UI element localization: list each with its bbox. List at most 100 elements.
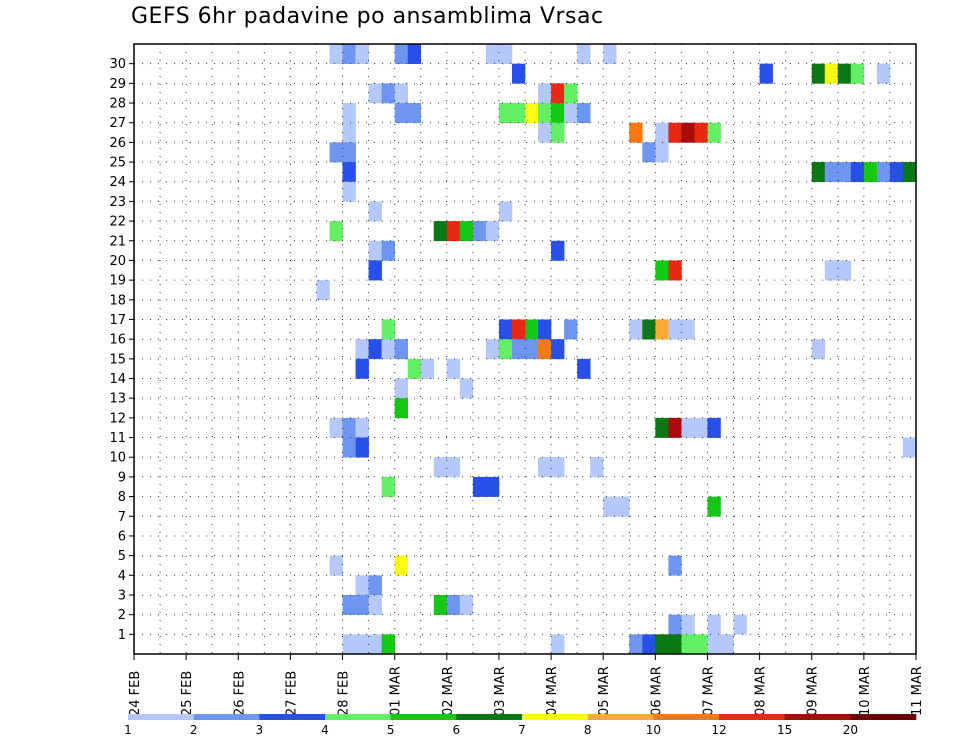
y-tick-label: 17 [109, 313, 126, 328]
colorbar-label: 1 [124, 723, 132, 737]
y-tick-label: 28 [109, 97, 126, 112]
heatmap-cell [681, 319, 695, 340]
y-tick-label: 19 [109, 274, 126, 289]
heatmap-cell [342, 103, 356, 124]
heatmap-cell [407, 103, 422, 124]
colorbar-segment [850, 714, 917, 720]
heatmap-cell [551, 634, 565, 655]
heatmap-cell [394, 103, 408, 124]
heatmap-cell [394, 83, 408, 104]
heatmap-cell [368, 83, 382, 104]
heatmap-cell [433, 594, 448, 615]
y-tick-label: 29 [109, 77, 126, 92]
heatmap-cell [342, 181, 356, 202]
heatmap-cell [850, 63, 865, 84]
colorbar-label: 2 [190, 723, 198, 737]
y-tick-label: 8 [118, 490, 126, 505]
heatmap-cell [811, 162, 826, 183]
y-tick-label: 20 [109, 254, 126, 269]
heatmap-cell [603, 496, 617, 517]
heatmap-cell [642, 319, 656, 340]
heatmap-cell [485, 44, 500, 64]
heatmap-cell [681, 122, 695, 143]
x-tick-label: 24 FEB [128, 671, 143, 716]
heatmap-cell [329, 555, 343, 576]
x-tick-label: 28 FEB [337, 671, 352, 716]
heatmap-cell [446, 358, 461, 379]
heatmap-cell [551, 457, 565, 478]
heatmap-cell [329, 221, 343, 242]
colorbar-label: 4 [321, 723, 329, 737]
heatmap-cell [655, 634, 669, 655]
y-tick-label: 3 [118, 588, 126, 603]
heatmap-cell [511, 319, 526, 340]
heatmap-cell [538, 457, 552, 478]
x-tick-label: 26 FEB [232, 671, 247, 716]
heatmap-cell [551, 240, 565, 261]
heatmap-cell [551, 122, 565, 143]
heatmap-cell [342, 634, 356, 655]
heatmap-cell [381, 83, 395, 104]
heatmap-cell [811, 63, 826, 84]
heatmap-cell [642, 634, 656, 655]
colorbar-label: 3 [256, 723, 264, 737]
heatmap-cell [498, 339, 513, 360]
heatmap-cell [902, 437, 917, 458]
heatmap-cell [368, 594, 382, 615]
heatmap-cell [355, 358, 369, 379]
heatmap-cell [394, 398, 408, 419]
x-tick-label: 09 MAR [806, 666, 821, 716]
y-tick-label: 21 [109, 234, 126, 249]
heatmap-cell [642, 142, 656, 163]
plot-frame [133, 43, 917, 655]
heatmap-cell [655, 142, 669, 163]
colorbar-label: 8 [584, 723, 592, 737]
y-tick-label: 26 [109, 136, 126, 151]
heatmap-cell [538, 122, 552, 143]
heatmap-cell [733, 614, 747, 635]
y-tick-label: 23 [109, 195, 126, 210]
heatmap-cell [368, 634, 382, 655]
heatmap-cell [655, 319, 669, 340]
y-tick-label: 25 [109, 156, 126, 171]
heatmap-cell [707, 614, 721, 635]
heatmap-cell [694, 634, 708, 655]
heatmap-cell [368, 260, 382, 281]
heatmap-cell [342, 122, 356, 143]
colorbar-label: 12 [711, 723, 726, 737]
heatmap-cell [381, 240, 395, 261]
heatmap-cell [577, 103, 591, 124]
heatmap-cell [394, 44, 408, 64]
heatmap-cell [538, 339, 552, 360]
heatmap-cell [564, 319, 578, 340]
y-tick-label: 16 [109, 333, 126, 348]
heatmap-cell [511, 103, 526, 124]
heatmap-cell [629, 634, 643, 655]
heatmap-cell [355, 417, 369, 438]
heatmap-cell [824, 63, 839, 84]
heatmap-cell [590, 457, 604, 478]
x-tick-label: 10 MAR [858, 666, 873, 716]
heatmap-cell [629, 319, 643, 340]
colorbar-segment [193, 714, 260, 720]
heatmap-cell [407, 44, 422, 64]
heatmap-cell [355, 44, 369, 64]
heatmap-cell [707, 122, 721, 143]
colorbar-label: 7 [518, 723, 526, 737]
chart-title: GEFS 6hr padavine po ansamblima Vrsac [131, 4, 604, 29]
heatmap-cell [668, 319, 682, 340]
x-tick-label: 07 MAR [701, 666, 716, 716]
y-tick-label: 5 [118, 549, 126, 564]
heatmap-cell [876, 63, 891, 84]
y-tick-label: 2 [118, 608, 126, 623]
heatmap-cell [538, 83, 552, 104]
heatmap-cell [655, 122, 669, 143]
colorbar-label: 5 [387, 723, 395, 737]
x-tick-label: 11 MAR [910, 666, 925, 716]
heatmap-cell [577, 44, 591, 64]
heatmap-cell [342, 142, 356, 163]
heatmap-cell [720, 634, 734, 655]
y-tick-label: 12 [109, 411, 126, 426]
colorbar-label: 15 [777, 723, 792, 737]
heatmap-cell [368, 240, 382, 261]
